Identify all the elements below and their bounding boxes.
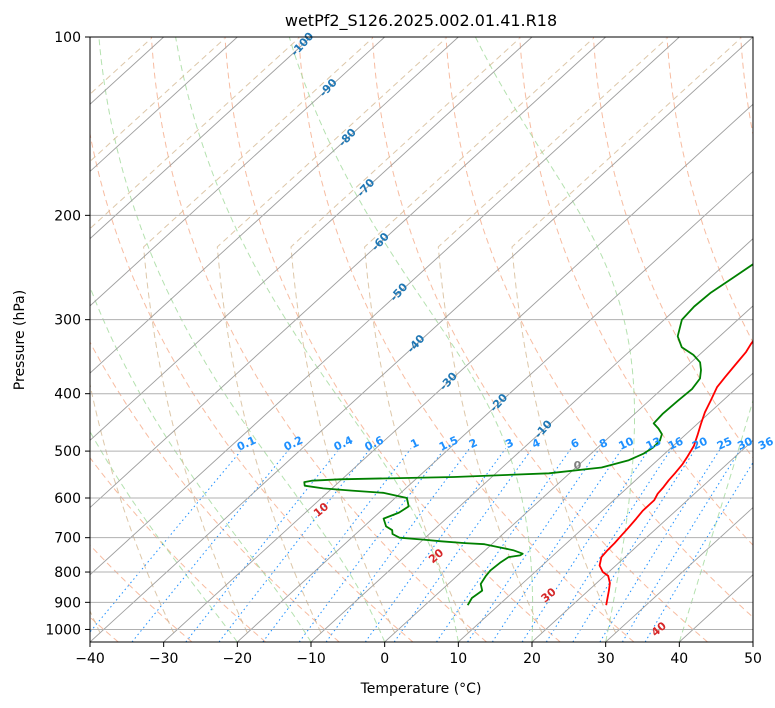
dry-adiabat-line xyxy=(445,37,753,618)
y-axis-label: Pressure (hPa) xyxy=(12,290,28,390)
mixing-ratio-line xyxy=(325,448,470,642)
mixing-ratio-line xyxy=(521,448,650,642)
mixing-ratio-label: 30 xyxy=(735,434,755,452)
y-tick-label: 100 xyxy=(54,30,81,46)
mixing-ratio-line xyxy=(435,448,572,642)
moist-adiabat-line xyxy=(288,37,534,642)
dry-adiabat-line xyxy=(90,131,414,642)
x-tick-label: 0 xyxy=(380,651,389,667)
isotherm-line xyxy=(90,37,238,173)
y-tick-label: 1000 xyxy=(45,622,81,638)
isotherm-line xyxy=(384,305,753,642)
x-tick-label: 10 xyxy=(449,651,467,667)
freezing-level-label: 0 xyxy=(574,459,582,472)
x-tick-label: −20 xyxy=(223,651,253,667)
pressure-grid xyxy=(90,37,753,630)
mixing-ratio-line xyxy=(262,448,412,642)
isotherm-line xyxy=(90,37,312,240)
dry-adiabat-line xyxy=(150,37,487,642)
standard-atmosphere-line xyxy=(511,38,741,634)
isotherm-line xyxy=(90,37,606,509)
mixing-ratio-label: 10 xyxy=(617,434,637,452)
mixing-ratio-line xyxy=(545,448,673,642)
y-tick-label: 400 xyxy=(54,387,81,403)
dry-adiabat-line xyxy=(90,544,193,642)
standard-atmosphere-line xyxy=(364,38,594,634)
isotherm-line xyxy=(531,439,753,642)
y-tick-label: 600 xyxy=(54,491,81,507)
background-lines xyxy=(90,37,753,642)
y-tick-label: 700 xyxy=(54,531,81,547)
mixing-ratio-line xyxy=(90,448,244,633)
isotherm-line xyxy=(458,372,753,642)
x-tick-label: −40 xyxy=(75,651,105,667)
y-tick-label: 800 xyxy=(54,565,81,581)
dry-adiabat-line xyxy=(224,37,561,642)
mixing-ratio-line xyxy=(572,448,697,642)
mixing-ratio-label: 13 xyxy=(644,435,663,453)
isotherm-line xyxy=(237,170,753,642)
standard-atmosphere-line xyxy=(90,38,299,634)
x-tick-label: −30 xyxy=(149,651,179,667)
standard-atmosphere-line xyxy=(143,38,373,634)
mixing-ratio-line xyxy=(644,461,753,642)
isotherm-line xyxy=(90,37,753,642)
moist-adiabat-line xyxy=(474,37,635,642)
dry-adiabat-line xyxy=(90,341,340,642)
x-tick-label: 50 xyxy=(744,651,762,667)
profile-lines xyxy=(303,263,753,606)
x-tick-label: 40 xyxy=(670,651,688,667)
isotherm-line xyxy=(90,37,680,576)
y-tick-label: 500 xyxy=(54,444,81,460)
chart-title: wetPf2_S126.2025.002.01.41.R18 xyxy=(285,11,557,31)
plot-frame xyxy=(89,36,754,643)
y-tick-label: 200 xyxy=(54,208,81,224)
x-tick-label: −10 xyxy=(296,651,326,667)
moist-adiabat-line xyxy=(678,398,753,642)
y-axis-ticks: 100 200 300 400 500 600 700 800 900 1000 xyxy=(45,30,90,638)
isotherm-line xyxy=(605,506,753,642)
isotherm-line xyxy=(90,37,533,441)
moist-adiabat-line xyxy=(175,37,459,642)
isotherm-line xyxy=(163,103,753,642)
isotherm-line xyxy=(310,238,753,642)
standard-atmosphere-line xyxy=(90,38,225,634)
x-tick-label: 30 xyxy=(597,651,615,667)
mixing-ratio-label: 25 xyxy=(715,435,734,453)
sounding-line xyxy=(303,263,753,606)
x-tick-label: 20 xyxy=(523,651,541,667)
standard-atmosphere-line xyxy=(290,38,520,634)
y-tick-label: 300 xyxy=(54,313,81,329)
mixing-ratio-line xyxy=(218,448,371,642)
isotherm-line xyxy=(90,37,459,374)
mixing-ratio-line xyxy=(467,448,600,642)
y-tick-label: 900 xyxy=(54,595,81,611)
moist-adiabat-line xyxy=(98,37,386,642)
dry-adiabat-line xyxy=(298,37,635,642)
dry-adiabat-line xyxy=(371,37,708,642)
standard-atmosphere-line xyxy=(437,38,667,634)
mixing-ratio-line xyxy=(621,448,742,642)
moist-adiabat-line xyxy=(90,430,238,642)
mixing-ratio-label: 36 xyxy=(756,434,775,452)
mixing-ratio-label: 20 xyxy=(690,434,710,452)
x-axis-label: Temperature (°C) xyxy=(360,681,482,697)
x-axis-ticks: −40 −30 −20 −10 0 10 20 30 40 50 xyxy=(75,642,762,667)
isotherm-line xyxy=(90,37,385,307)
standard-atmosphere-line xyxy=(216,38,446,634)
mixing-ratio-line xyxy=(599,448,721,642)
dry-adiabat-line xyxy=(90,456,266,642)
sounding-line xyxy=(598,339,753,606)
mixing-ratio-label: 16 xyxy=(666,434,686,452)
